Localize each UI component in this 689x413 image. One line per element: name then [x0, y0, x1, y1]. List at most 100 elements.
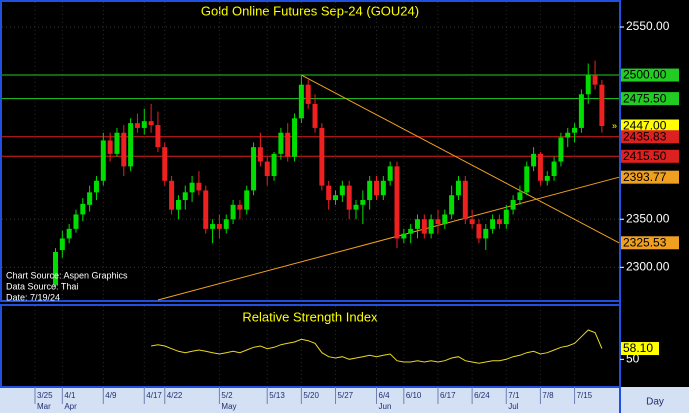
chart-title: Gold Online Futures Sep-24 (GOU24) [201, 3, 419, 18]
x-tick-label: 5/13 [269, 391, 285, 400]
x-tick-label: 6/10 [406, 391, 422, 400]
month-label: Apr [64, 402, 77, 411]
candle-body [592, 75, 598, 85]
candle-body [435, 219, 441, 225]
candle-body [496, 219, 502, 225]
level-box [621, 130, 679, 144]
candle-body [148, 121, 154, 126]
candle-body [189, 182, 195, 193]
candle-body [462, 180, 468, 220]
candle-body [285, 132, 291, 157]
level-box [621, 149, 679, 163]
candle-body [155, 125, 161, 148]
y-tick-label: 2350.00 [626, 211, 670, 225]
candle-body [503, 209, 509, 225]
candle-body [223, 219, 229, 229]
candle-body [544, 175, 550, 181]
candle-body [87, 192, 93, 205]
level-box [621, 68, 679, 82]
candle-body [572, 127, 578, 133]
candle-body [360, 200, 366, 205]
candle-body [401, 233, 407, 239]
rsi-line [151, 329, 603, 364]
candle-body [476, 224, 482, 239]
candle-body [374, 180, 379, 196]
level-box [621, 119, 679, 133]
month-label: May [221, 402, 236, 411]
candle-body [319, 127, 325, 186]
x-tick-label: 4/22 [167, 391, 183, 400]
candle-body [196, 182, 202, 191]
candle-body [380, 180, 386, 196]
candle-body [93, 180, 99, 193]
candle-body [537, 153, 543, 181]
x-tick-label: 6/17 [440, 391, 456, 400]
trendline [301, 74, 620, 244]
annotation: Date: 7/19/24 [6, 292, 60, 302]
x-tick-label: 7/1 [508, 391, 520, 400]
candle-body [414, 219, 420, 229]
rsi-title: Relative Strength Index [242, 309, 378, 324]
trendline-label: 2393.77 [623, 170, 667, 184]
candle-body [578, 94, 584, 128]
candle-body [128, 123, 134, 167]
candle-body [203, 190, 209, 229]
candle-body [449, 195, 455, 215]
candle-body [107, 140, 113, 154]
candle-body [558, 137, 564, 162]
price-arrow: » [612, 120, 617, 130]
candle-body [455, 180, 461, 196]
candle-body [230, 204, 236, 220]
candle-body [169, 180, 175, 210]
annotation: Chart Source: Aspen Graphics [6, 270, 128, 280]
candle-body [599, 84, 605, 127]
candle-body [353, 204, 359, 210]
trendline-box [621, 236, 679, 250]
candle-body [524, 166, 530, 193]
x-unit-label: Day [646, 397, 664, 408]
candle-body [210, 224, 216, 229]
candle-body [421, 219, 427, 234]
y-tick-label: 2550.00 [626, 19, 670, 33]
level-box [621, 92, 679, 106]
candle-body [175, 200, 181, 210]
candle-body [271, 153, 277, 176]
candle-body [585, 75, 591, 95]
candle-body [141, 121, 147, 128]
rsi-level-label: 58.10 [623, 341, 653, 355]
candle-body [517, 192, 523, 201]
trendline [157, 176, 620, 301]
month-label: Jul [508, 402, 518, 411]
level-label: 2415.50 [623, 149, 667, 163]
x-tick-label: 4/17 [146, 391, 162, 400]
candle-body [182, 192, 188, 201]
candle-body [483, 228, 489, 239]
candle-body [278, 132, 284, 154]
candle-body [442, 214, 448, 225]
x-tick-label: 6/4 [379, 391, 391, 400]
candle-body [66, 228, 72, 239]
level-label: 2500.00 [623, 68, 667, 82]
candle-body [333, 195, 339, 201]
candle-body [73, 214, 79, 229]
rsi-level-box [621, 342, 659, 356]
candle-body [298, 84, 304, 119]
candle-body [216, 224, 222, 229]
candle-body [114, 132, 120, 154]
candle-body [251, 147, 257, 191]
candle-body [339, 185, 345, 196]
candle-body [428, 219, 434, 234]
level-label: 2435.83 [623, 129, 667, 143]
x-tick-label: 4/1 [64, 391, 76, 400]
candle-body [100, 140, 106, 181]
x-tick-label: 7/15 [577, 391, 593, 400]
candle-body [312, 103, 318, 128]
candle-body [292, 118, 298, 157]
annotation: Data Source: Thai [6, 281, 78, 291]
x-tick-label: 5/27 [338, 391, 354, 400]
candle-body [551, 161, 557, 176]
candle-body [237, 204, 243, 210]
x-tick-label: 5/2 [221, 391, 233, 400]
